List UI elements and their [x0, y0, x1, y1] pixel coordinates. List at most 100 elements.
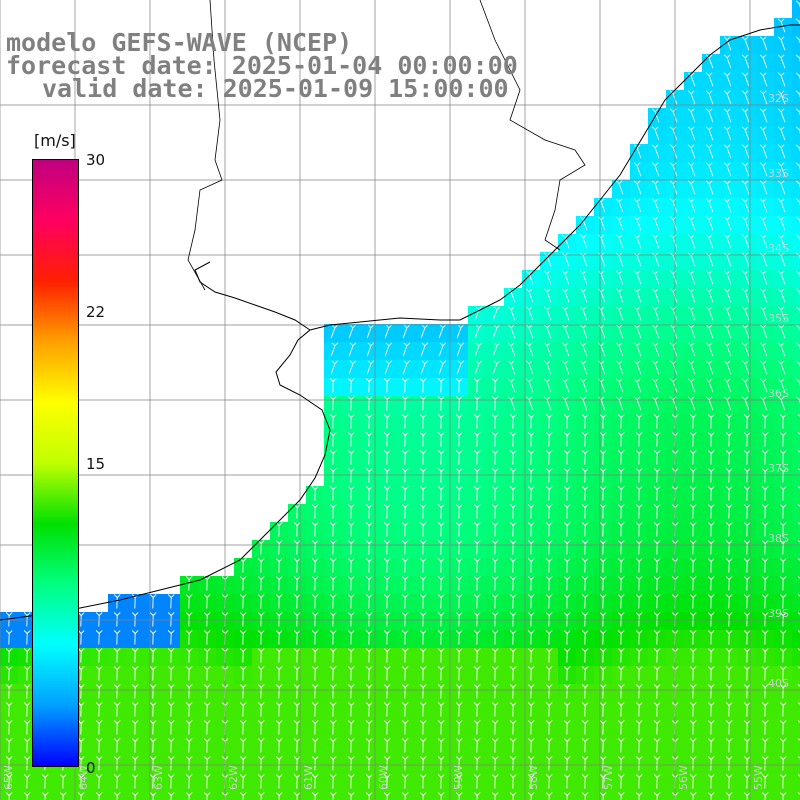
wind-arrow [473, 702, 481, 717]
wind-arrow [239, 666, 247, 681]
wind-arrow [527, 432, 535, 447]
wind-arrow [635, 594, 643, 609]
wind-arrow [527, 648, 535, 663]
wind-cell [792, 378, 800, 396]
wind-arrow [635, 450, 643, 465]
wind-arrow [401, 468, 409, 483]
wind-arrow [491, 504, 499, 519]
wind-arrow [707, 558, 715, 573]
wind-arrow [5, 720, 13, 735]
wind-arrow [473, 504, 481, 519]
wind-arrow [365, 504, 373, 519]
wind-arrow [5, 630, 13, 645]
wind-arrow [329, 774, 337, 789]
wind-arrow [581, 666, 589, 681]
wind-arrow [95, 702, 103, 717]
wind-arrow [725, 702, 733, 717]
wind-arrow [563, 594, 571, 609]
wind-cell [792, 648, 800, 666]
wind-arrow [437, 738, 445, 753]
wind-arrow [383, 414, 391, 429]
wind-arrow [401, 486, 409, 501]
wind-arrow [365, 648, 373, 663]
wind-arrow [455, 558, 463, 573]
wind-arrow [779, 576, 787, 591]
wind-arrow [419, 648, 427, 663]
wind-arrow [543, 378, 552, 393]
wind-arrow [275, 738, 283, 753]
wind-arrow [383, 558, 391, 573]
wind-arrow [779, 684, 787, 699]
wind-arrow [311, 558, 319, 573]
wind-arrow [509, 522, 517, 537]
wind-arrow [347, 522, 355, 537]
wind-cell [792, 90, 800, 108]
wind-arrow [347, 666, 355, 681]
lon-label: 55W [752, 765, 765, 790]
wind-arrow [329, 630, 337, 645]
wind-arrow [759, 198, 768, 213]
wind-arrow [705, 198, 714, 213]
wind-arrow [545, 612, 553, 627]
wind-arrow [149, 702, 157, 717]
wind-arrow [687, 396, 696, 411]
wind-arrow [653, 504, 661, 519]
wind-arrow [777, 216, 786, 231]
wind-cell [792, 270, 800, 288]
wind-arrow [635, 612, 643, 627]
wind-arrow [437, 612, 445, 627]
wind-arrow [759, 144, 768, 159]
wind-cell [792, 540, 800, 558]
wind-arrow [779, 504, 787, 519]
wind-arrow [777, 378, 786, 393]
wind-arrow [527, 720, 535, 735]
wind-arrow [437, 378, 445, 393]
wind-arrow [167, 630, 175, 645]
wind-arrow [617, 774, 625, 789]
wind-arrow [149, 684, 157, 699]
wind-arrow [689, 432, 697, 447]
wind-arrow [473, 630, 481, 645]
wind-arrow [383, 630, 391, 645]
wind-arrow [615, 216, 624, 231]
wind-arrow [635, 702, 643, 717]
wind-arrow [687, 108, 696, 123]
wind-arrow [23, 774, 31, 789]
wind-arrow [707, 720, 715, 735]
wind-arrow [725, 648, 733, 663]
wind-arrow [777, 54, 786, 69]
lon-label: 64W [77, 765, 90, 790]
wind-arrow [579, 234, 588, 249]
wind-arrow [581, 738, 589, 753]
wind-arrow [725, 450, 733, 465]
wind-arrow [437, 648, 445, 663]
wind-arrow [617, 432, 625, 447]
wind-arrow [761, 414, 769, 429]
wind-arrow [275, 684, 283, 699]
wind-arrow [543, 360, 552, 375]
wind-arrow [185, 774, 193, 789]
wind-arrow [275, 666, 283, 681]
wind-arrow [185, 594, 193, 609]
wind-arrow [653, 648, 661, 663]
wind-arrow [329, 522, 337, 537]
wind-arrow [779, 630, 787, 645]
wind-arrow [455, 738, 463, 753]
wind-cell [792, 162, 800, 180]
wind-arrow [491, 774, 499, 789]
wind-arrow [545, 504, 553, 519]
wind-arrow [635, 720, 643, 735]
wind-arrow [437, 486, 445, 501]
wind-arrow [759, 162, 768, 177]
wind-arrow [419, 450, 427, 465]
wind-arrow [275, 612, 283, 627]
wind-arrow [275, 630, 283, 645]
wind-arrow [527, 774, 535, 789]
wind-arrow [741, 342, 750, 357]
wind-arrow [761, 774, 769, 789]
wind-arrow [597, 360, 606, 375]
wind-arrow [759, 306, 768, 321]
wind-arrow [311, 612, 319, 627]
wind-arrow [633, 288, 642, 303]
